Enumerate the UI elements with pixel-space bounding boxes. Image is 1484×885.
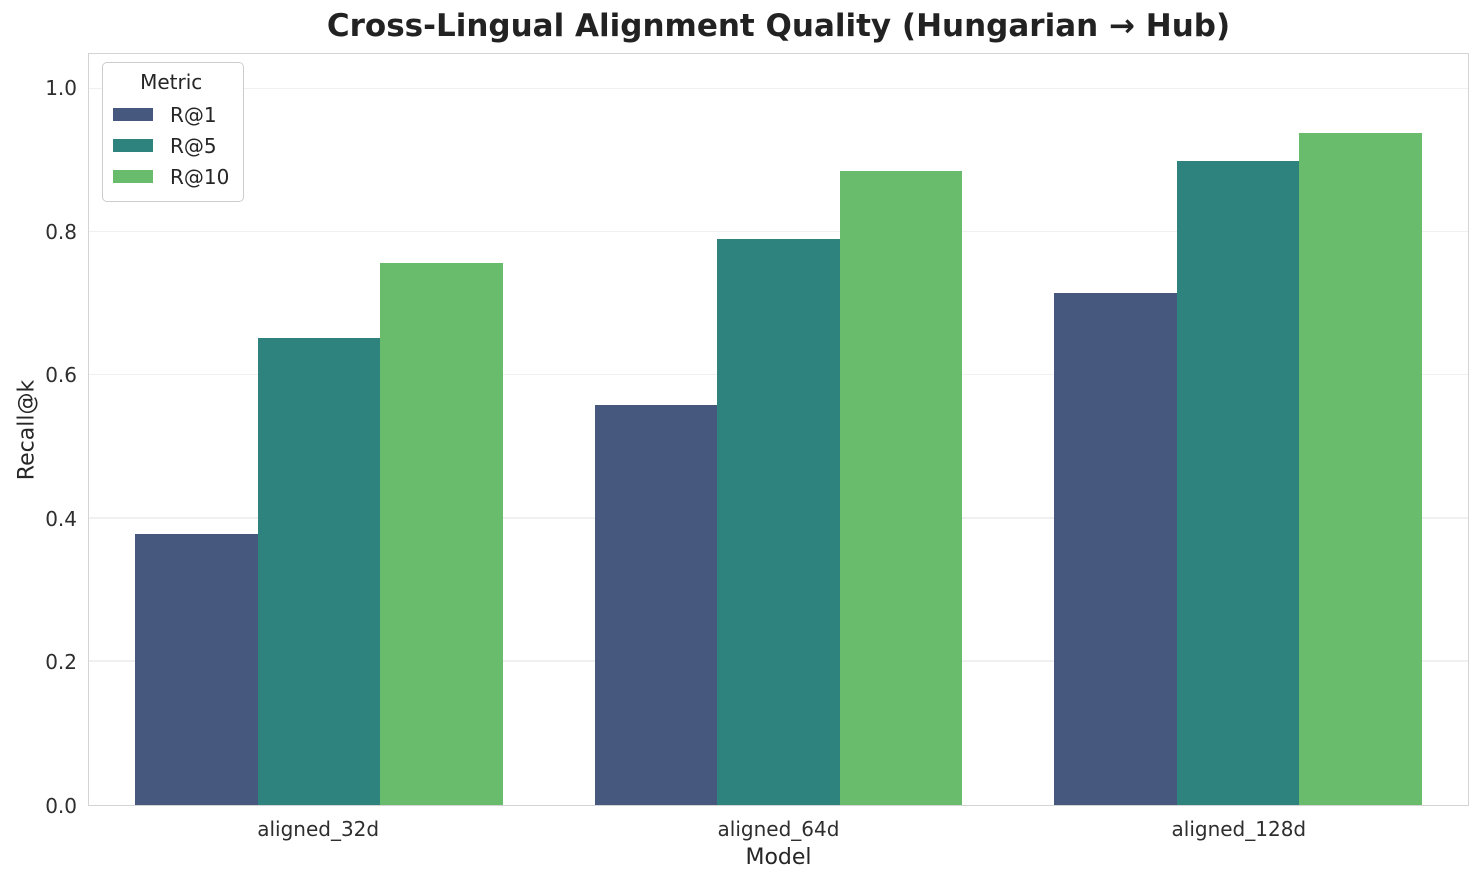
- plot-area: Metric R@1 R@5 R@10: [88, 53, 1469, 806]
- legend-label: R@5: [170, 133, 217, 158]
- bar-aligned_32d-R@10: [380, 263, 503, 805]
- bar-aligned_128d-R@10: [1299, 133, 1423, 805]
- legend-swatch-icon: [113, 139, 153, 152]
- y-tick-0.2: 0.2: [45, 650, 77, 675]
- legend-swatch-icon: [113, 108, 153, 121]
- y-tick-0.0: 0.0: [45, 794, 77, 818]
- bar-aligned_64d-R@1: [594, 404, 718, 805]
- y-axis-label: Recall@k: [14, 379, 40, 481]
- chart-title: Cross-Lingual Alignment Quality (Hungari…: [326, 8, 1231, 44]
- bar-aligned_128d-R@5: [1176, 160, 1300, 805]
- y-tick-1.0: 1.0: [45, 76, 77, 101]
- legend-row-R@5: R@5: [113, 130, 229, 161]
- x-tick-aligned_32d: aligned_32d: [257, 817, 380, 841]
- x-tick-aligned_128d: aligned_128d: [1171, 817, 1307, 841]
- y-tick-0.4: 0.4: [45, 506, 77, 531]
- legend-label: R@10: [170, 164, 230, 189]
- legend-row-R@1: R@1: [113, 99, 229, 130]
- bar-aligned_32d-R@1: [134, 534, 258, 805]
- gridline-y-1.0: [89, 87, 1468, 90]
- legend: Metric R@1 R@5 R@10: [102, 62, 245, 202]
- x-tick-aligned_64d: aligned_64d: [717, 817, 840, 841]
- legend-title: Metric: [140, 70, 203, 94]
- legend-label: R@1: [170, 102, 217, 127]
- legend-row-R@10: R@10: [113, 161, 229, 192]
- legend-swatch-icon: [113, 170, 153, 183]
- y-tick-0.6: 0.6: [45, 363, 77, 388]
- gridline-y-0.8: [89, 230, 1468, 233]
- bar-aligned_64d-R@5: [717, 239, 840, 805]
- bar-aligned_64d-R@10: [839, 171, 963, 805]
- bar-aligned_128d-R@1: [1054, 293, 1177, 805]
- legend-entries: R@1 R@5 R@10: [113, 99, 229, 192]
- y-tick-0.8: 0.8: [45, 219, 77, 244]
- x-axis-label: Model: [745, 845, 812, 870]
- bar-aligned_32d-R@5: [257, 338, 381, 805]
